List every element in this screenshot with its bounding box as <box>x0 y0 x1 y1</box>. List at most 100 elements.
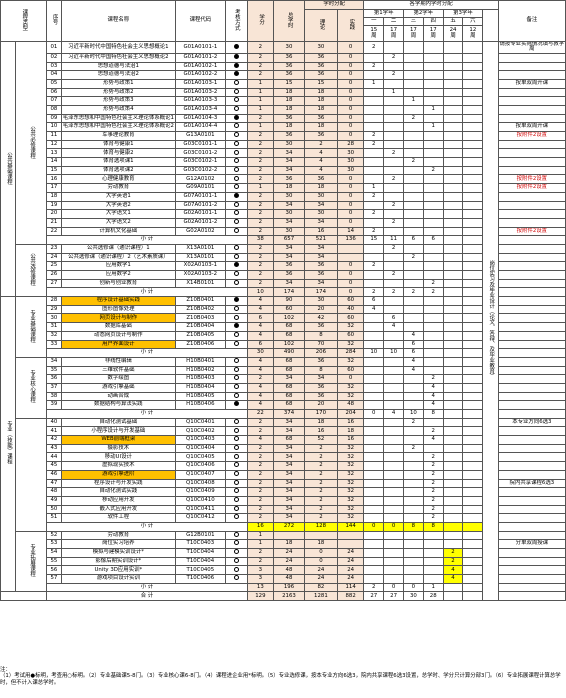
practice-hours: 32 <box>336 469 365 480</box>
credit: 2 <box>246 261 275 271</box>
semester-2-hours <box>383 556 404 567</box>
semester-3-hours <box>402 226 424 237</box>
exam-open-circle-icon <box>233 132 239 138</box>
theory-hours: 8 <box>303 330 338 341</box>
row-no: 24 <box>46 252 62 263</box>
row-no: 35 <box>46 365 62 376</box>
semester-6-hours <box>462 582 484 593</box>
theory-hours: 4 <box>303 148 338 159</box>
semester-1-hours <box>363 565 385 576</box>
theory-hours: 16 <box>303 426 338 437</box>
semester-1-hours <box>363 539 385 549</box>
exam-type <box>224 52 248 63</box>
credit: 2 <box>246 70 275 80</box>
semester-4-hours: 4 <box>422 400 444 410</box>
exam-type <box>224 530 248 541</box>
theory-hours: 2 <box>303 504 338 515</box>
semester-2-hours <box>383 252 404 263</box>
semester-5-hours <box>442 61 464 72</box>
exam-open-circle-icon <box>233 149 239 155</box>
semester-3-hours: 2 <box>402 252 424 263</box>
total-hours: 68 <box>273 435 305 445</box>
course-code: Q10C0404 <box>175 443 226 454</box>
row-no: 09 <box>46 113 62 124</box>
row-no: 23 <box>46 243 62 254</box>
table-row: 36 数字绘图 H10B0403 2 34 34 0 2 <box>1 374 566 384</box>
exam-type <box>224 200 248 211</box>
theory-hours: 36 <box>303 382 338 393</box>
course-name: 计算机文化基础 <box>60 226 177 237</box>
semester-6-hours <box>462 52 484 63</box>
remark <box>497 513 566 523</box>
semester-6-hours <box>462 261 484 271</box>
semester-5-hours <box>442 122 464 132</box>
total-hours: 18 <box>273 87 305 98</box>
semester-1-hours <box>363 469 385 480</box>
course-name: 程序设计与开发实践 <box>60 478 177 489</box>
course-code: Q10C0402 <box>175 426 226 437</box>
semester-2-hours: 2 <box>383 217 404 228</box>
exam-open-circle-icon <box>233 462 239 468</box>
semester-3-hours <box>402 391 424 402</box>
semester-6-hours <box>462 252 484 263</box>
remark <box>497 70 566 80</box>
row-no: 50 <box>46 504 62 515</box>
remark: 院内共享课程6选3 <box>497 478 566 489</box>
credit: 4 <box>246 304 275 315</box>
table-row: 30 网页设计与制作 Z10B0403 6 102 42 60 6 <box>1 313 566 324</box>
semester-3-hours <box>402 270 424 280</box>
course-code: G12A0102 <box>175 174 226 185</box>
exam-type <box>224 374 248 384</box>
semester-5-hours <box>442 591 464 602</box>
exam-type <box>224 157 248 167</box>
table-row: 公共基础课程 公共必修课程 01 习近平新时代中国特色社会主义思想概论1 G01A010… <box>0 40 566 602</box>
semester-1-hours <box>363 556 385 567</box>
credit: 2 <box>246 131 275 141</box>
exam-open-circle-icon <box>233 514 239 520</box>
practice-hours: 48 <box>336 400 365 410</box>
row-no: 49 <box>46 495 62 506</box>
total-hours: 18 <box>273 104 305 115</box>
semester-2-hours <box>383 574 404 584</box>
exam-type <box>224 217 248 228</box>
notes-line: （1）考试用●标明，考查用○标明。（2）专业基础课5-8门。（3）专业核心课6-… <box>0 673 561 686</box>
theory-hours: 36 <box>303 70 338 80</box>
credit: 4 <box>246 400 275 410</box>
semester-6-hours <box>462 521 484 532</box>
credit: 1 <box>246 539 275 549</box>
semester-3-hours <box>402 191 424 202</box>
exam-open-circle-icon <box>233 254 239 259</box>
remark <box>497 374 566 384</box>
course-code: H10B0406 <box>175 400 226 410</box>
semester-1-hours <box>363 513 385 523</box>
row-no: 16 <box>46 174 62 185</box>
remark <box>497 565 566 576</box>
subtotal-label: 小 计 <box>46 409 248 419</box>
remark <box>497 104 566 115</box>
semester-4-hours <box>422 139 444 150</box>
exam-open-circle-icon <box>233 271 239 277</box>
exam-type <box>224 356 248 367</box>
exam-open-circle-icon <box>233 280 239 285</box>
exam-filled-circle-icon <box>233 401 239 407</box>
remark <box>497 165 566 176</box>
semester-3-hours <box>402 469 424 480</box>
semester-6-hours <box>462 148 484 159</box>
semester-2-hours <box>383 391 404 402</box>
exam-open-circle-icon <box>233 532 239 537</box>
exam-type <box>224 278 248 289</box>
semester-4-hours <box>422 41 444 54</box>
exam-type <box>224 330 248 341</box>
remark <box>497 487 566 497</box>
semester-4-hours <box>422 131 444 141</box>
course-name: 自动化测试基础 <box>60 417 177 428</box>
practice-hours: 0 <box>336 191 365 202</box>
semester-3-hours <box>402 87 424 98</box>
exam-open-circle-icon <box>233 141 239 146</box>
course-name: 数据库基础 <box>60 322 177 332</box>
semester-6-hours <box>462 70 484 80</box>
semester-1-hours <box>363 322 385 332</box>
practice-hours: 24 <box>336 556 365 567</box>
row-no: 11 <box>46 131 62 141</box>
exam-open-circle-icon <box>233 427 239 433</box>
